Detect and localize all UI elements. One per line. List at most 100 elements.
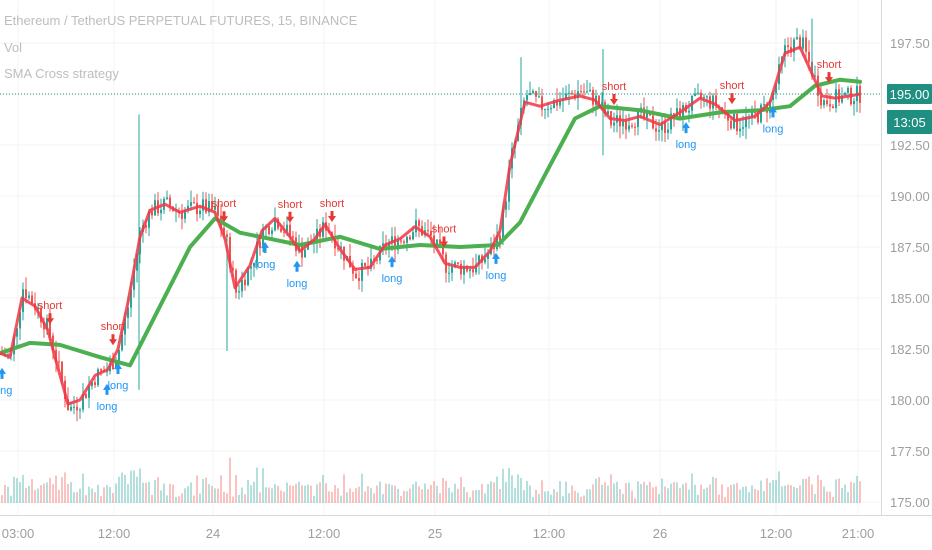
volume-bar — [733, 484, 735, 503]
time-tick-label: 12:00 — [98, 526, 131, 541]
volume-bar — [430, 484, 432, 503]
time-tick-label: 21:00 — [842, 526, 875, 541]
long-signal: long — [382, 256, 402, 285]
volume-bar — [403, 490, 405, 503]
volume-bar — [256, 467, 258, 503]
candle-body — [634, 126, 636, 128]
volume-bar — [355, 488, 357, 503]
price-tick-label: 185.00 — [890, 291, 930, 306]
long-label: long — [486, 270, 507, 282]
volume-bar — [364, 491, 366, 503]
volume-bar — [349, 488, 351, 503]
volume-bar — [37, 488, 39, 503]
time-axis[interactable]: 03:00 12:00 24 12:00 25 12:00 26 12:00 21:00 — [2, 526, 875, 541]
volume-bar — [607, 485, 609, 503]
volume-bar — [145, 482, 147, 503]
candle-body — [625, 121, 627, 130]
volume-bar — [217, 488, 219, 503]
volume-bar — [487, 484, 489, 503]
candle-body — [706, 96, 708, 98]
volume-legend[interactable]: Vol — [4, 40, 23, 55]
volume-bar — [7, 486, 9, 503]
volume-bar — [169, 483, 171, 503]
candle-body — [823, 100, 825, 106]
volume-bar — [235, 474, 237, 503]
volume-bar — [289, 485, 291, 503]
long-arrow-icon — [293, 260, 301, 272]
price-tick-label: 180.00 — [890, 393, 930, 408]
volume-bar — [4, 484, 6, 503]
volume-bar — [391, 485, 393, 503]
time-tick-label: 12:00 — [308, 526, 341, 541]
candle-body — [232, 268, 234, 271]
candle-body — [91, 382, 93, 387]
candle-body — [637, 110, 639, 128]
short-label: short — [278, 199, 302, 211]
volume-bar — [727, 487, 729, 503]
price-axis[interactable]: 197.50 195.00 192.50 190.00 187.50 185.00 182.… — [890, 36, 930, 510]
short-signal: short — [432, 224, 456, 248]
short-signal: short — [602, 81, 626, 106]
long-label: long — [97, 401, 118, 413]
candle-body — [697, 92, 699, 94]
short-signal: short — [101, 321, 125, 346]
candle-body — [400, 240, 402, 242]
volume-bar — [301, 485, 303, 503]
candle-body — [397, 240, 399, 250]
candle-body — [79, 409, 81, 411]
volume-bar — [40, 485, 42, 503]
candle-body — [19, 312, 21, 329]
long-arrow-icon — [103, 383, 111, 395]
candle-body — [184, 210, 186, 219]
candle-body — [715, 95, 717, 106]
volume-bar — [640, 484, 642, 503]
volume-bar — [739, 489, 741, 503]
candle-body — [76, 406, 78, 411]
candle-body — [631, 125, 633, 127]
volume-bar — [625, 483, 627, 503]
candle-body — [787, 45, 789, 48]
volume-bar — [25, 487, 27, 503]
volume-bar — [571, 485, 573, 503]
volume-bar — [469, 497, 471, 503]
price-tick-label: 177.50 — [890, 444, 930, 459]
candle-body — [586, 91, 588, 93]
candle-body — [838, 89, 840, 103]
last-price-tag: 195.00 13:05 — [887, 84, 932, 134]
candle-body — [58, 361, 60, 363]
volume-bar — [844, 484, 846, 503]
volume-bar — [796, 488, 798, 503]
candle-body — [427, 230, 429, 232]
candle-body — [448, 272, 450, 274]
volume-bar — [334, 485, 336, 503]
volume-bar — [676, 482, 678, 503]
candle-body — [571, 92, 573, 95]
long-arrow-icon — [388, 256, 396, 268]
candle-body — [526, 95, 528, 101]
candle-body — [739, 128, 741, 132]
volume-bar — [757, 490, 759, 503]
volume-bar — [115, 483, 117, 503]
candle-body — [547, 108, 549, 110]
strategy-legend[interactable]: SMA Cross strategy — [4, 66, 119, 81]
candle-body — [208, 200, 210, 213]
candle-body — [289, 224, 291, 237]
volume-bar — [127, 484, 129, 503]
volume-bar — [838, 478, 840, 503]
candle-body — [742, 127, 744, 129]
candle-body — [745, 116, 747, 128]
candle-body — [190, 202, 192, 206]
volume-bar — [244, 494, 246, 503]
volume-bar — [484, 493, 486, 503]
candlesticks — [1, 18, 861, 422]
candle-body — [25, 289, 27, 299]
volume-bar — [562, 496, 564, 503]
volume-bar — [673, 482, 675, 503]
volume-bar — [802, 478, 804, 503]
candle-body — [256, 241, 258, 263]
candle-body — [130, 289, 132, 308]
volume-bar — [274, 483, 276, 503]
symbol-legend[interactable]: Ethereum / TetherUS PERPETUAL FUTURES, 1… — [4, 13, 358, 28]
volume-bar — [214, 488, 216, 503]
